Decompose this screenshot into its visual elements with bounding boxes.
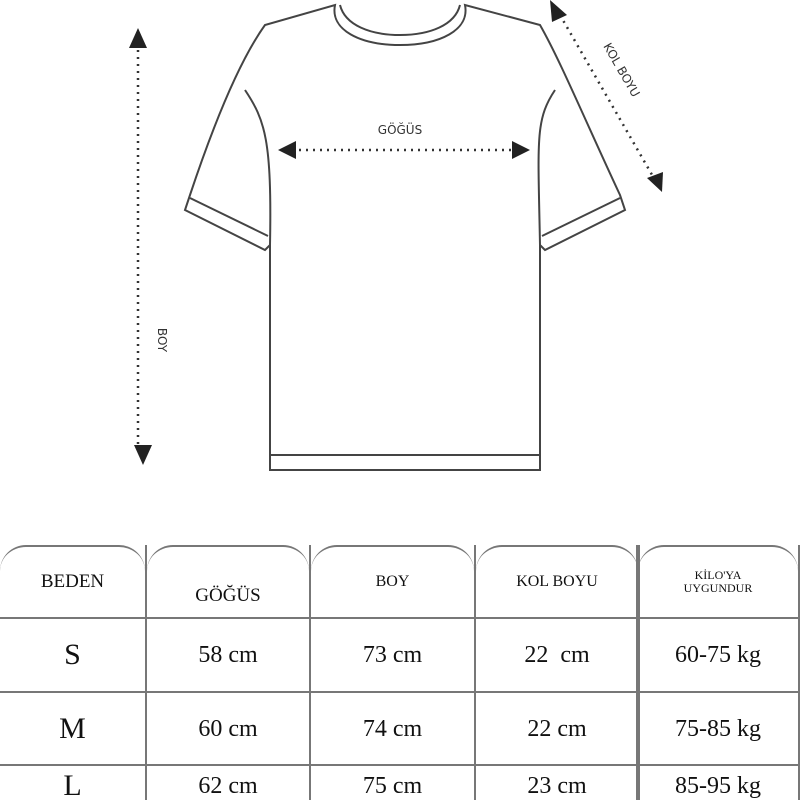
- tshirt-outline: [183, 3, 627, 471]
- chest-arrow: [278, 141, 530, 159]
- row-divider: [0, 617, 800, 619]
- header-kol-boyu: KOL BOYU: [516, 572, 598, 590]
- size-cell: S: [64, 638, 81, 671]
- header-beden: BEDEN: [40, 570, 105, 592]
- value-cell: 58 cm: [198, 641, 258, 668]
- column-beden: BEDEN S M L: [0, 545, 147, 802]
- value-cell: 75 cm: [362, 773, 423, 799]
- value-cell: 85-95 kg: [675, 773, 761, 799]
- row-divider: [0, 691, 800, 693]
- column-kol-boyu: KOL BOYU 22 cm 22 cm 23 cm: [474, 545, 640, 800]
- value-cell: 22 cm: [527, 715, 587, 742]
- sleeve-label: KOL BOYU: [600, 40, 642, 99]
- value-cell: 73 cm: [362, 641, 423, 668]
- value-cell: 23 cm: [527, 773, 587, 799]
- header-kilo: KİLO'YA UYGUNDUR: [683, 567, 753, 595]
- value-cell: 75-85 kg: [675, 715, 761, 742]
- tshirt-measurement-diagram: GÖĞÜS BOY KOL BOYU: [129, 0, 663, 471]
- sleeve-arrow: [550, 0, 663, 192]
- value-cell: 74 cm: [362, 715, 423, 742]
- row-divider: [0, 764, 800, 766]
- column-gogus: GÖĞÜS 58 cm 60 cm 62 cm: [145, 545, 311, 800]
- value-cell: 60 cm: [198, 715, 258, 742]
- size-table: BEDEN S M L GÖĞÜS 58 cm 60 cm 62 cm BOY …: [0, 545, 800, 802]
- size-cell: M: [59, 712, 86, 745]
- value-cell: 62 cm: [198, 773, 258, 799]
- chest-label: GÖĞÜS: [378, 121, 422, 137]
- size-cell: L: [63, 769, 82, 802]
- column-boy: BOY 73 cm 74 cm 75 cm: [309, 545, 476, 800]
- column-kilo: KİLO'YA UYGUNDUR 60-75 kg 75-85 kg 85-95…: [636, 545, 800, 800]
- header-boy: BOY: [375, 572, 410, 590]
- value-cell: 22 cm: [524, 641, 590, 668]
- length-label: BOY: [155, 328, 169, 353]
- length-arrow: [129, 28, 152, 465]
- header-gogus: GÖĞÜS: [195, 584, 261, 606]
- value-cell: 60-75 kg: [675, 641, 761, 668]
